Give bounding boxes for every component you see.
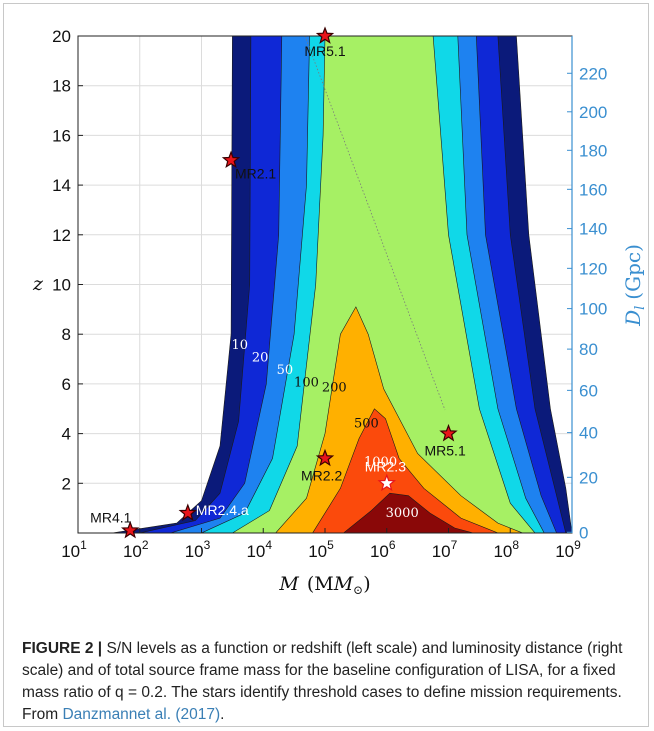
left-y-axis-label: z bbox=[32, 273, 44, 295]
contour-band-500 bbox=[275, 306, 523, 533]
x-axis-ticks: 101 102 103 104 105 106 107 108 109 bbox=[61, 528, 581, 561]
requirement-stars: MR5.1 MR2.1 MR2.2 MR2.3 MR5.1 MR4.1 MR2.4.a bbox=[90, 26, 466, 539]
figure-caption: FIGURE 2 | S/N levels as a function or r… bbox=[22, 640, 623, 723]
left-y-tick-label: 2 bbox=[62, 474, 71, 493]
contour-label-100: 100 bbox=[294, 375, 319, 390]
star-label-MR2.4.a: MR2.4.a bbox=[196, 502, 249, 518]
contour-band-200 bbox=[232, 36, 536, 533]
star-MR2.1 bbox=[221, 150, 241, 169]
contour-label-3000: 3000 bbox=[386, 506, 419, 521]
star-MR5.1-low bbox=[439, 423, 458, 442]
x-tick-label: 106 bbox=[370, 538, 396, 561]
right-y-tick-label: 40 bbox=[579, 424, 598, 443]
star-label-MR2.1: MR2.1 bbox=[235, 165, 276, 181]
contour-label-1000: 1000 bbox=[364, 455, 397, 470]
left-y-tick-label: 20 bbox=[52, 27, 71, 46]
left-y-tick-label: 14 bbox=[52, 176, 71, 195]
left-y-tick-label: 8 bbox=[62, 325, 71, 344]
right-y-tick-label: 60 bbox=[579, 381, 598, 400]
contour-label-10: 10 bbox=[232, 338, 249, 353]
star-label-MR2.3: MR2.3 bbox=[365, 458, 406, 474]
contour-bands bbox=[111, 36, 572, 533]
contour-label-200: 200 bbox=[322, 380, 347, 395]
figure-label: FIGURE 2 | bbox=[22, 640, 103, 657]
star-MR5.1 bbox=[315, 26, 335, 44]
x-tick-label: 101 bbox=[61, 538, 87, 561]
caption-text: S/N levels as a function or redshift (le… bbox=[22, 640, 623, 723]
left-y-tick-label: 10 bbox=[52, 276, 71, 295]
left-y-tick-label: 6 bbox=[62, 375, 71, 394]
left-y-tick-label: 4 bbox=[62, 425, 71, 444]
x-tick-label: 105 bbox=[308, 538, 334, 561]
reference-link[interactable]: Danzmannet al. (2017) bbox=[62, 706, 221, 723]
right-y-tick-label: 20 bbox=[579, 468, 598, 487]
x-tick-label: 103 bbox=[185, 538, 211, 561]
optimal-mass-dotted-line bbox=[304, 36, 446, 411]
right-y-tick-label: 120 bbox=[579, 259, 607, 278]
right-y-axis-label: Dl(Gpc) bbox=[621, 244, 648, 327]
left-y-axis-ticks: 2 4 6 8 10 12 14 16 18 20 bbox=[52, 27, 83, 493]
right-y-axis-ticks: 0 20 40 60 80 100 120 140 160 180 200 220 bbox=[567, 36, 607, 542]
star-label-MR4.1: MR4.1 bbox=[90, 510, 131, 526]
star-MR4.1 bbox=[120, 520, 140, 539]
contour-band-3000 bbox=[343, 492, 474, 533]
right-y-tick-label: 160 bbox=[579, 180, 607, 199]
left-y-tick-label: 16 bbox=[52, 126, 71, 145]
right-y-tick-label: 140 bbox=[579, 220, 607, 239]
right-y-tick-label: 180 bbox=[579, 141, 607, 160]
star-label-MR5.1: MR5.1 bbox=[304, 43, 345, 59]
right-y-tick-label: 80 bbox=[579, 340, 598, 359]
star-label-MR5.1-low: MR5.1 bbox=[425, 443, 466, 459]
contour-band-1000 bbox=[312, 408, 499, 533]
x-tick-label: 107 bbox=[432, 538, 458, 561]
contour-label-20: 20 bbox=[252, 351, 269, 366]
right-y-tick-label: 0 bbox=[579, 523, 588, 542]
contour-label-50: 50 bbox=[277, 363, 294, 378]
figure-frame bbox=[3, 3, 649, 727]
star-MR2.3 bbox=[377, 473, 396, 492]
star-MR2.4.a bbox=[178, 503, 198, 521]
right-y-tick-label: 200 bbox=[579, 103, 607, 122]
left-y-tick-label: 12 bbox=[52, 226, 71, 245]
left-y-tick-label: 18 bbox=[52, 77, 71, 96]
x-tick-label: 109 bbox=[555, 538, 581, 561]
x-axis-label: M (MM⊙) bbox=[278, 573, 370, 597]
right-y-tick-label: 220 bbox=[579, 64, 607, 83]
x-tick-label: 104 bbox=[246, 538, 272, 561]
contour-label-500: 500 bbox=[354, 416, 379, 431]
x-tick-label: 102 bbox=[123, 538, 149, 561]
right-y-tick-label: 100 bbox=[579, 300, 607, 319]
star-MR2.2 bbox=[315, 448, 335, 467]
star-label-MR2.2: MR2.2 bbox=[301, 467, 342, 483]
x-tick-label: 108 bbox=[493, 538, 519, 561]
